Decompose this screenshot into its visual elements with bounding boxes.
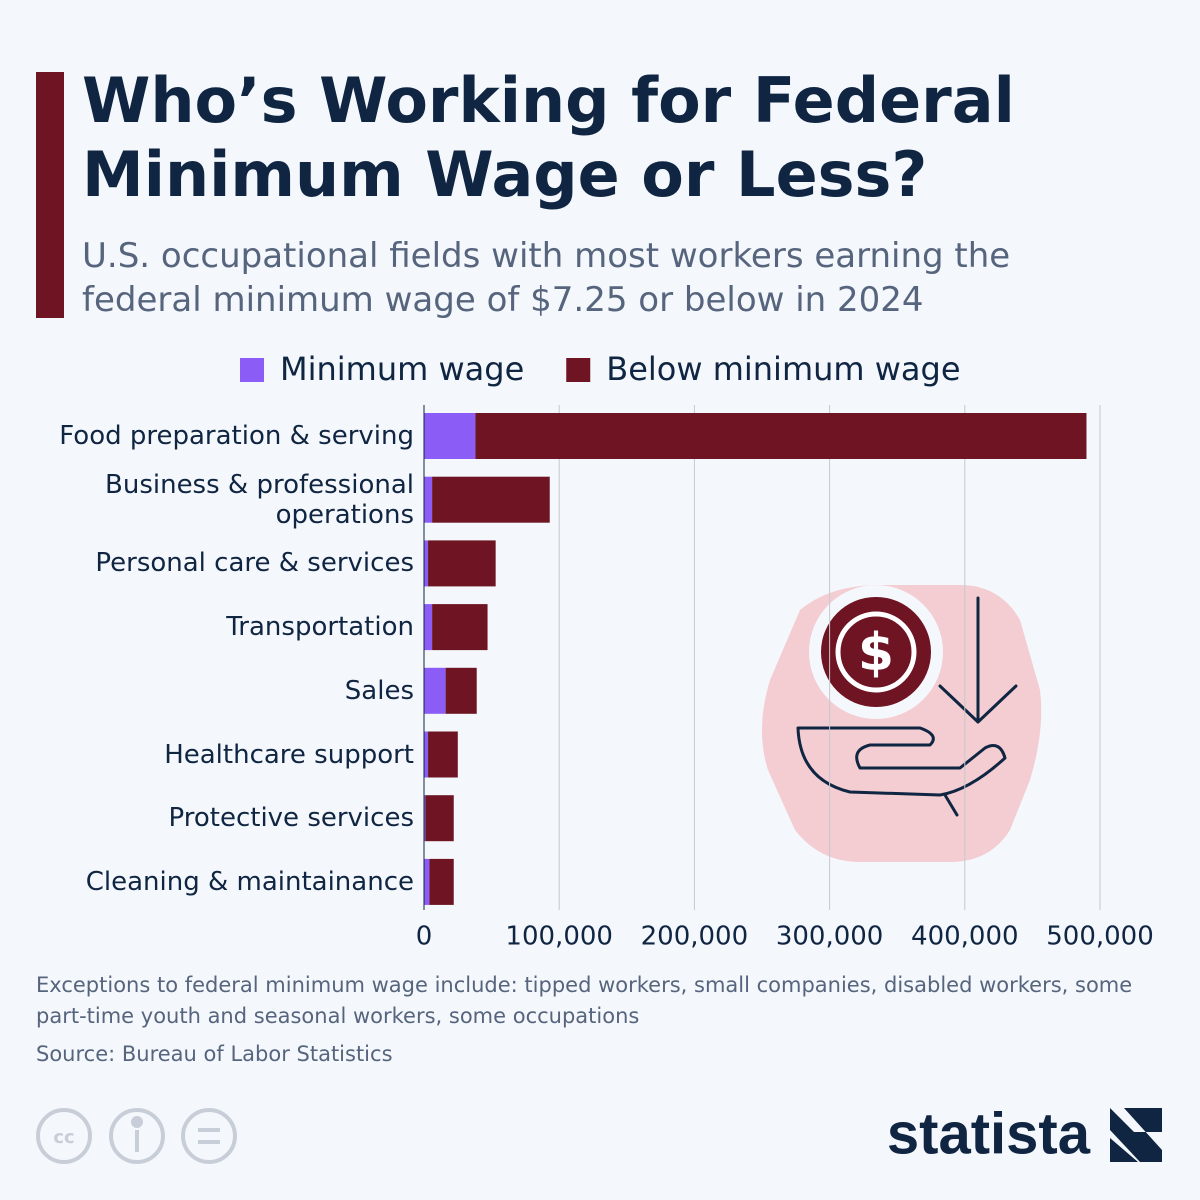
x-tick-label: 300,000 (776, 922, 884, 952)
bar-segment (428, 731, 458, 778)
y-tick-label: Sales (344, 675, 414, 706)
x-tick-label: 200,000 (641, 922, 749, 952)
y-tick-label: Cleaning & maintainance (85, 866, 414, 897)
brand: statista (887, 1101, 1091, 1166)
brand-logo (1110, 1108, 1162, 1162)
bar-segment (424, 858, 430, 905)
bar-segment (432, 604, 488, 651)
bar-segment (428, 540, 496, 587)
x-tick-label: 0 (416, 922, 433, 952)
legend-swatch (240, 358, 264, 382)
bar-segment (424, 667, 446, 714)
illustration: $ (761, 585, 1042, 862)
bar-segment (424, 795, 426, 842)
bar-segment (424, 731, 429, 778)
legend-swatch (566, 358, 591, 382)
y-tick-label: Personal care & services (95, 548, 414, 579)
svg-text:$: $ (858, 623, 894, 683)
note: Exceptions to federal minimum wage inclu… (36, 973, 1133, 1028)
chart-subtitle: U.S. occupational fields with most worke… (82, 236, 1011, 320)
source: Source: Bureau of Labor Statistics (36, 1042, 393, 1066)
bar-segment (432, 476, 550, 523)
bar-segment (424, 604, 433, 651)
license-icons (36, 1108, 237, 1164)
legend-label: Below minimum wage (606, 350, 960, 388)
legend-label: Minimum wage (280, 350, 524, 388)
cc-text: cc (53, 1127, 74, 1148)
bar-segment (475, 413, 1087, 459)
bar-segment (445, 667, 477, 714)
x-tick-label: 400,000 (911, 922, 1019, 952)
bar-segment (424, 413, 476, 459)
x-tick-label: 500,000 (1046, 922, 1154, 952)
y-tick-label: Business & professional operations (105, 469, 414, 530)
bar-segment (424, 476, 433, 523)
title-accent (36, 72, 64, 318)
y-tick-label: Healthcare support (164, 739, 414, 770)
y-tick-label: Food preparation & serving (59, 421, 414, 451)
bar-segment (424, 540, 429, 587)
bar-segment (425, 795, 454, 842)
y-tick-label: Transportation (226, 612, 414, 643)
chart-title: Who’s Working for Federal Minimum Wage o… (82, 64, 1015, 211)
y-tick-label: Protective services (168, 803, 414, 834)
x-tick-label: 100,000 (505, 922, 613, 952)
bar-segment (429, 858, 454, 905)
